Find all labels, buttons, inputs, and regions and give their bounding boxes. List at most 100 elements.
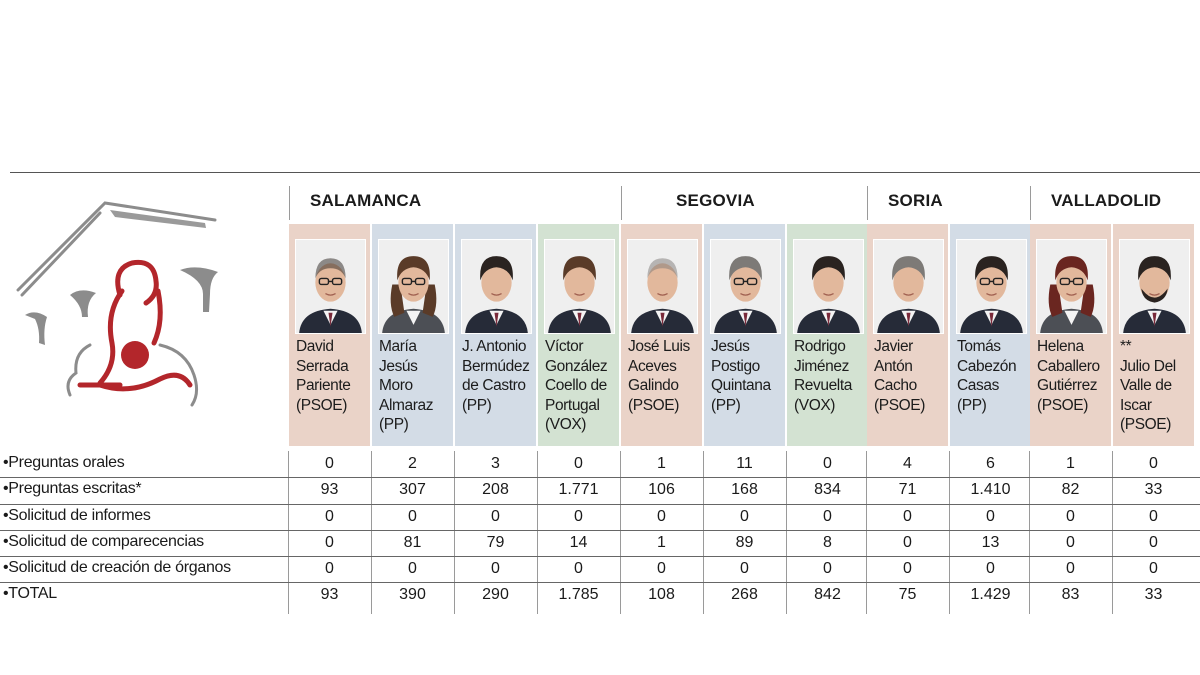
column-divider [866,451,867,614]
stat-cell: 1.410 [970,481,1011,498]
stat-cell: 0 [657,560,666,577]
stat-cell: 0 [1149,455,1158,472]
deputy-name-line: (PSOE) [628,396,679,414]
deputy-name: Rodrigo Jiménez Revuelta (VOX) [794,337,852,415]
deputy-name-line: Cabezón [957,357,1017,375]
region-header: SEGOVIA [621,186,869,220]
stat-cell: 8 [823,534,832,551]
row-divider [0,556,1200,557]
deputy-photo [378,239,449,334]
column-divider [371,451,372,614]
stat-cell: 0 [325,534,334,551]
row-label: •Preguntas orales [3,454,125,471]
stat-cell: 0 [986,560,995,577]
deputy-name-line: (PSOE) [874,396,925,414]
stat-cell: 842 [814,586,841,603]
row-divider [0,582,1200,583]
stat-cell: 0 [903,560,912,577]
deputy-name-line: Tomás [957,338,1001,355]
deputy-name-line: Pariente [296,377,351,394]
stat-cell: 0 [325,560,334,577]
stat-cell: 0 [740,560,749,577]
deputy-name-line: (PP) [379,416,409,433]
row-label: •Solicitud de informes [3,507,151,524]
column-divider [454,451,455,614]
column-divider [1029,451,1030,614]
stat-cell: 0 [657,508,666,525]
deputy-name-line: Bermúdez [462,357,530,375]
deputy-name-line: (VOX) [545,416,587,433]
row-divider [0,477,1200,478]
stat-cell: 6 [986,455,995,472]
row-divider [0,504,1200,505]
deputy-name-line: Jiménez [794,357,849,375]
deputy-name-line: Jesús [711,338,750,355]
deputy-name-line: Javier [874,338,913,355]
stat-cell: 0 [986,508,995,525]
deputy-photo [956,239,1027,334]
stat-cell: 1.429 [970,586,1011,603]
column-divider [620,451,621,614]
stat-cell: 0 [325,508,334,525]
deputy-name-line: (PSOE) [1120,416,1171,433]
deputy-photo [461,239,532,334]
stat-cell: 1.785 [558,586,599,603]
stat-cell: 14 [569,534,588,551]
column-divider [786,451,787,614]
parliament-lion-logo [16,201,218,407]
stat-cell: 0 [1149,560,1158,577]
stat-cell: 71 [898,481,917,498]
deputy-name-line: Valle de [1120,377,1172,394]
stat-cell: 75 [898,586,917,603]
region-name: SEGOVIA [676,191,755,210]
deputy-name-line: González [545,357,608,375]
stat-cell: 0 [740,508,749,525]
region-header: VALLADOLID [1030,186,1195,220]
stat-cell: 0 [823,508,832,525]
stat-cell: 0 [1149,508,1158,525]
deputy-name: Helena Caballero Gutiérrez (PSOE) [1037,337,1100,415]
deputy-name-line: María [379,338,417,355]
top-rule [10,172,1200,173]
stat-cell: 0 [1066,534,1075,551]
deputy-name-line: Cacho [874,377,917,394]
deputy-name-line: Casas [957,377,999,394]
deputy-name: Jesús Postigo Quintana (PP) [711,337,771,415]
stat-cell: 834 [814,481,841,498]
deputy-name-line: Helena [1037,338,1084,355]
deputy-name-line: Antón [874,357,913,375]
stat-cell: 33 [1144,481,1163,498]
region-name: SORIA [888,191,943,210]
stat-cell: 1 [1066,455,1075,472]
deputy-photo [1036,239,1107,334]
stat-cell: 0 [903,534,912,551]
deputy-name: David Serrada Pariente (PSOE) [296,337,351,415]
deputy-name-line: Galindo [628,377,679,394]
row-label: •Preguntas escritas* [3,480,142,497]
deputy-name-line: ** [1120,338,1132,355]
deputy-photo [295,239,366,334]
deputy-name-line: Coello de [545,377,607,394]
stat-cell: 11 [736,455,753,472]
stat-cell: 1 [657,534,666,551]
region-header: SALAMANCA [289,186,620,220]
stat-cell: 13 [981,534,1000,551]
stat-cell: 0 [574,508,583,525]
stat-cell: 0 [408,508,417,525]
deputy-photo [544,239,615,334]
deputy-photo [793,239,864,334]
deputy-name-line: de Castro [462,377,526,394]
row-divider [0,530,1200,531]
deputy-name-line: Caballero [1037,357,1100,375]
deputy-name-line: Postigo [711,357,760,375]
stat-cell: 390 [399,586,426,603]
stat-cell: 0 [823,560,832,577]
deputy-name-line: Julio Del [1120,357,1176,375]
column-divider [703,451,704,614]
stat-cell: 1.771 [558,481,599,498]
deputy-name-line: Jesús [379,357,418,375]
stat-cell: 0 [823,455,832,472]
stat-cell: 0 [574,560,583,577]
deputy-name-line: (PSOE) [1037,396,1088,414]
